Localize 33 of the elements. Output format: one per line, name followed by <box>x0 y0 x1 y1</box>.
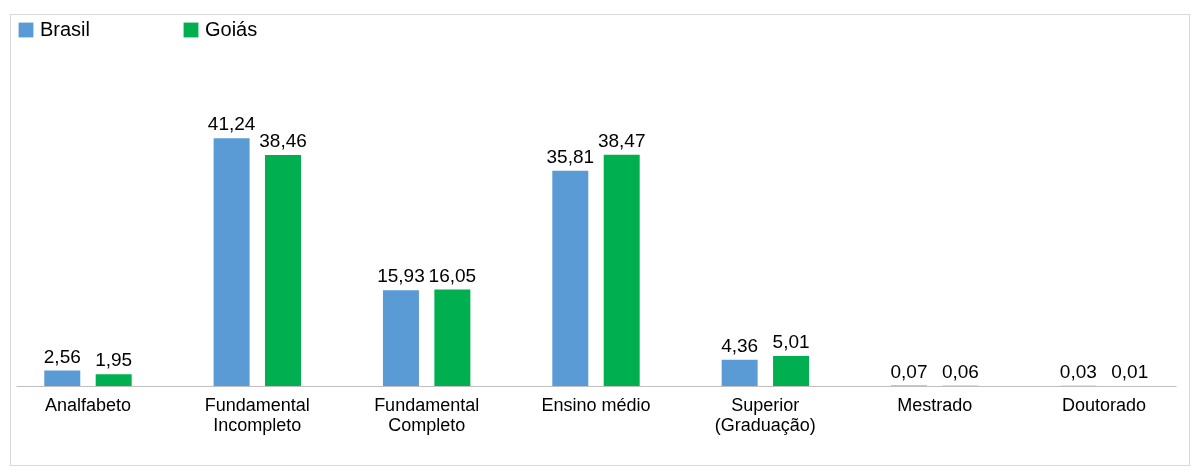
bar <box>213 138 250 386</box>
data-label: 41,24 <box>207 113 256 135</box>
x-tick-label: Fundamental Completo <box>374 394 480 435</box>
legend-label: Goiás <box>205 18 258 40</box>
data-label: 4,36 <box>721 334 759 356</box>
bar <box>44 370 81 386</box>
bar <box>721 359 758 386</box>
data-label: 5,01 <box>772 330 810 352</box>
bar <box>603 154 640 386</box>
data-label: 38,47 <box>597 129 646 151</box>
bar <box>95 374 132 386</box>
data-label: 38,46 <box>259 129 307 151</box>
bar <box>773 355 810 386</box>
x-tick-label: Superior (Graduação) <box>714 394 816 435</box>
data-label: 35,81 <box>546 145 595 167</box>
x-tick-label: Fundamental Incompleto <box>204 394 310 435</box>
x-tick-label: Mestrado <box>897 394 973 415</box>
data-label: 16,05 <box>428 264 477 286</box>
x-tick-label: Doutorado <box>1062 394 1147 415</box>
bar <box>552 170 589 386</box>
legend-label: Brasil <box>40 18 91 40</box>
data-label: 0,03 <box>1059 360 1097 382</box>
data-label: 1,95 <box>95 349 133 371</box>
data-label: 0,07 <box>890 360 928 382</box>
x-tick-label: Analfabeto <box>44 394 132 415</box>
bar <box>434 289 471 386</box>
bar <box>382 290 419 386</box>
data-label: 0,06 <box>941 360 979 382</box>
data-label: 15,93 <box>377 265 425 287</box>
data-label: 0,01 <box>1111 360 1149 382</box>
data-label: 2,56 <box>43 345 81 367</box>
bar <box>265 154 302 386</box>
x-tick-label: Ensino médio <box>541 394 651 415</box>
